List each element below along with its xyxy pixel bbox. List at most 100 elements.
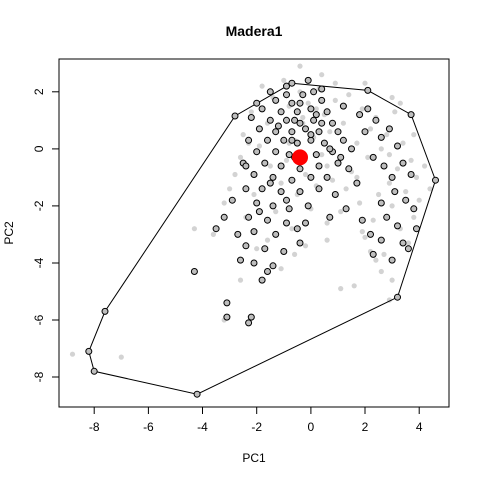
background-point: [332, 80, 338, 86]
observed-point: [247, 114, 255, 121]
observed-point: [377, 199, 385, 207]
background-point: [324, 163, 330, 169]
observed-point: [283, 116, 290, 124]
background-point: [351, 283, 357, 289]
background-point: [267, 163, 273, 169]
observed-point: [326, 213, 334, 221]
background-point: [405, 240, 411, 246]
observed-point: [264, 216, 271, 224]
background-point: [411, 214, 417, 220]
observed-point: [318, 119, 326, 127]
observed-point: [296, 239, 304, 247]
y-axis: -8 -6 -4 -2 0 2: [32, 88, 59, 382]
background-point: [332, 97, 338, 103]
background-point: [302, 171, 309, 178]
observed-point: [296, 99, 304, 107]
observed-point: [277, 162, 285, 170]
observed-point: [358, 216, 366, 224]
observed-point: [334, 159, 342, 167]
observed-point: [302, 125, 309, 133]
background-point: [237, 277, 244, 283]
observed-point: [242, 185, 250, 193]
observed-point: [302, 219, 309, 227]
observed-point: [250, 171, 258, 178]
background-point: [340, 120, 346, 126]
observed-point: [223, 313, 231, 321]
observed-point: [231, 112, 239, 120]
observed-point: [288, 128, 296, 136]
background-point: [357, 200, 363, 206]
background-points: [69, 63, 433, 360]
observed-point: [193, 390, 201, 398]
chart-title: Madera1: [226, 23, 283, 39]
observed-point: [337, 153, 345, 161]
observed-point: [277, 108, 285, 116]
observed-point: [261, 245, 269, 253]
background-point: [191, 226, 197, 232]
observed-point: [212, 225, 220, 233]
observed-point: [272, 230, 280, 238]
background-point: [403, 189, 409, 195]
observed-point: [342, 205, 350, 213]
background-point: [359, 229, 365, 235]
background-point: [283, 157, 290, 163]
background-point: [324, 237, 330, 243]
observed-point: [272, 128, 280, 136]
observed-point: [307, 173, 315, 181]
background-point: [300, 114, 306, 121]
x-tick-label: -8: [89, 420, 100, 434]
observed-point: [223, 299, 231, 307]
observed-point: [234, 230, 242, 238]
x-tick-label: -4: [197, 420, 208, 434]
observed-point: [242, 242, 250, 250]
background-point: [264, 237, 271, 243]
observed-point: [258, 276, 266, 284]
background-point: [118, 354, 124, 360]
observed-point: [312, 151, 320, 159]
background-point: [278, 180, 284, 186]
observed-point: [293, 139, 301, 147]
observed-point: [288, 79, 296, 87]
observed-point: [318, 96, 326, 104]
background-point: [259, 83, 265, 89]
center-point: [292, 149, 308, 166]
background-point: [338, 209, 344, 215]
observed-point: [266, 179, 274, 187]
observed-point: [255, 125, 263, 133]
observed-point: [334, 128, 342, 136]
observed-point: [307, 136, 315, 144]
observed-point: [258, 105, 266, 113]
observed-point: [367, 230, 374, 238]
observed-point: [364, 105, 372, 113]
observed-point: [369, 250, 377, 258]
background-point: [400, 140, 406, 146]
y-tick-label: -2: [32, 200, 46, 211]
observed-point: [339, 102, 347, 110]
observed-point: [310, 88, 318, 96]
background-point: [273, 209, 279, 215]
y-tick-label: -4: [32, 257, 46, 268]
center-marker-layer: [292, 149, 308, 166]
background-point: [384, 132, 390, 138]
background-point: [381, 251, 387, 257]
observed-point: [339, 136, 347, 144]
background-point: [251, 191, 257, 198]
background-point: [376, 191, 382, 198]
background-point: [313, 106, 319, 112]
background-point: [359, 106, 365, 112]
observed-point: [407, 171, 415, 178]
x-tick-label: -6: [143, 420, 154, 434]
observed-point: [253, 99, 261, 107]
background-point: [319, 152, 325, 158]
observed-point: [264, 136, 271, 144]
background-point: [386, 152, 392, 158]
observed-point: [101, 307, 109, 315]
x-axis-label: PC1: [242, 451, 266, 465]
background-point: [327, 129, 333, 135]
observed-point: [331, 191, 339, 198]
background-point: [256, 143, 262, 149]
x-axis: -8 -6 -4 -2 0 2 4: [89, 407, 423, 434]
observed-point: [320, 139, 328, 147]
observed-point: [285, 205, 293, 213]
